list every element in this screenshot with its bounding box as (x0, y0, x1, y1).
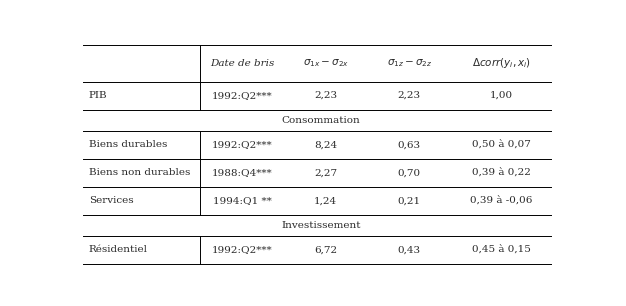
Text: Consommation: Consommation (282, 116, 360, 125)
Text: 1992:Q2***: 1992:Q2*** (212, 140, 272, 149)
Text: 1994:Q1 **: 1994:Q1 ** (213, 196, 271, 205)
Text: 0,39 à -0,06: 0,39 à -0,06 (470, 196, 533, 205)
Text: Biens durables: Biens durables (89, 140, 167, 149)
Text: 1988:Q4***: 1988:Q4*** (212, 168, 272, 177)
Text: 6,72: 6,72 (314, 245, 337, 254)
Text: 1992:Q2***: 1992:Q2*** (212, 91, 272, 100)
Text: 0,50 à 0,07: 0,50 à 0,07 (472, 140, 531, 149)
Text: $\Delta corr(y_i, x_i)$: $\Delta corr(y_i, x_i)$ (472, 56, 531, 70)
Text: 0,45 à 0,15: 0,45 à 0,15 (472, 245, 531, 255)
Text: 1992:Q2***: 1992:Q2*** (212, 245, 272, 254)
Text: 8,24: 8,24 (314, 140, 337, 149)
Text: 1,24: 1,24 (314, 196, 337, 205)
Text: 2,23: 2,23 (398, 91, 421, 100)
Text: 0,39 à 0,22: 0,39 à 0,22 (472, 168, 531, 177)
Text: PIB: PIB (89, 91, 108, 100)
Text: Biens non durables: Biens non durables (89, 168, 190, 177)
Text: 0,63: 0,63 (398, 140, 421, 149)
Text: 0,21: 0,21 (398, 196, 421, 205)
Text: Services: Services (89, 196, 133, 205)
Text: Date de bris: Date de bris (210, 59, 274, 68)
Text: Résidentiel: Résidentiel (89, 245, 148, 254)
Text: $\sigma_{1z} - \sigma_{2z}$: $\sigma_{1z} - \sigma_{2z}$ (387, 58, 432, 69)
Text: 2,23: 2,23 (314, 91, 337, 100)
Text: Investissement: Investissement (281, 221, 361, 230)
Text: $\sigma_{1x} - \sigma_{2x}$: $\sigma_{1x} - \sigma_{2x}$ (302, 58, 349, 69)
Text: 0,70: 0,70 (398, 168, 421, 177)
Text: 1,00: 1,00 (490, 91, 513, 100)
Text: 2,27: 2,27 (314, 168, 337, 177)
Text: 0,43: 0,43 (398, 245, 421, 254)
